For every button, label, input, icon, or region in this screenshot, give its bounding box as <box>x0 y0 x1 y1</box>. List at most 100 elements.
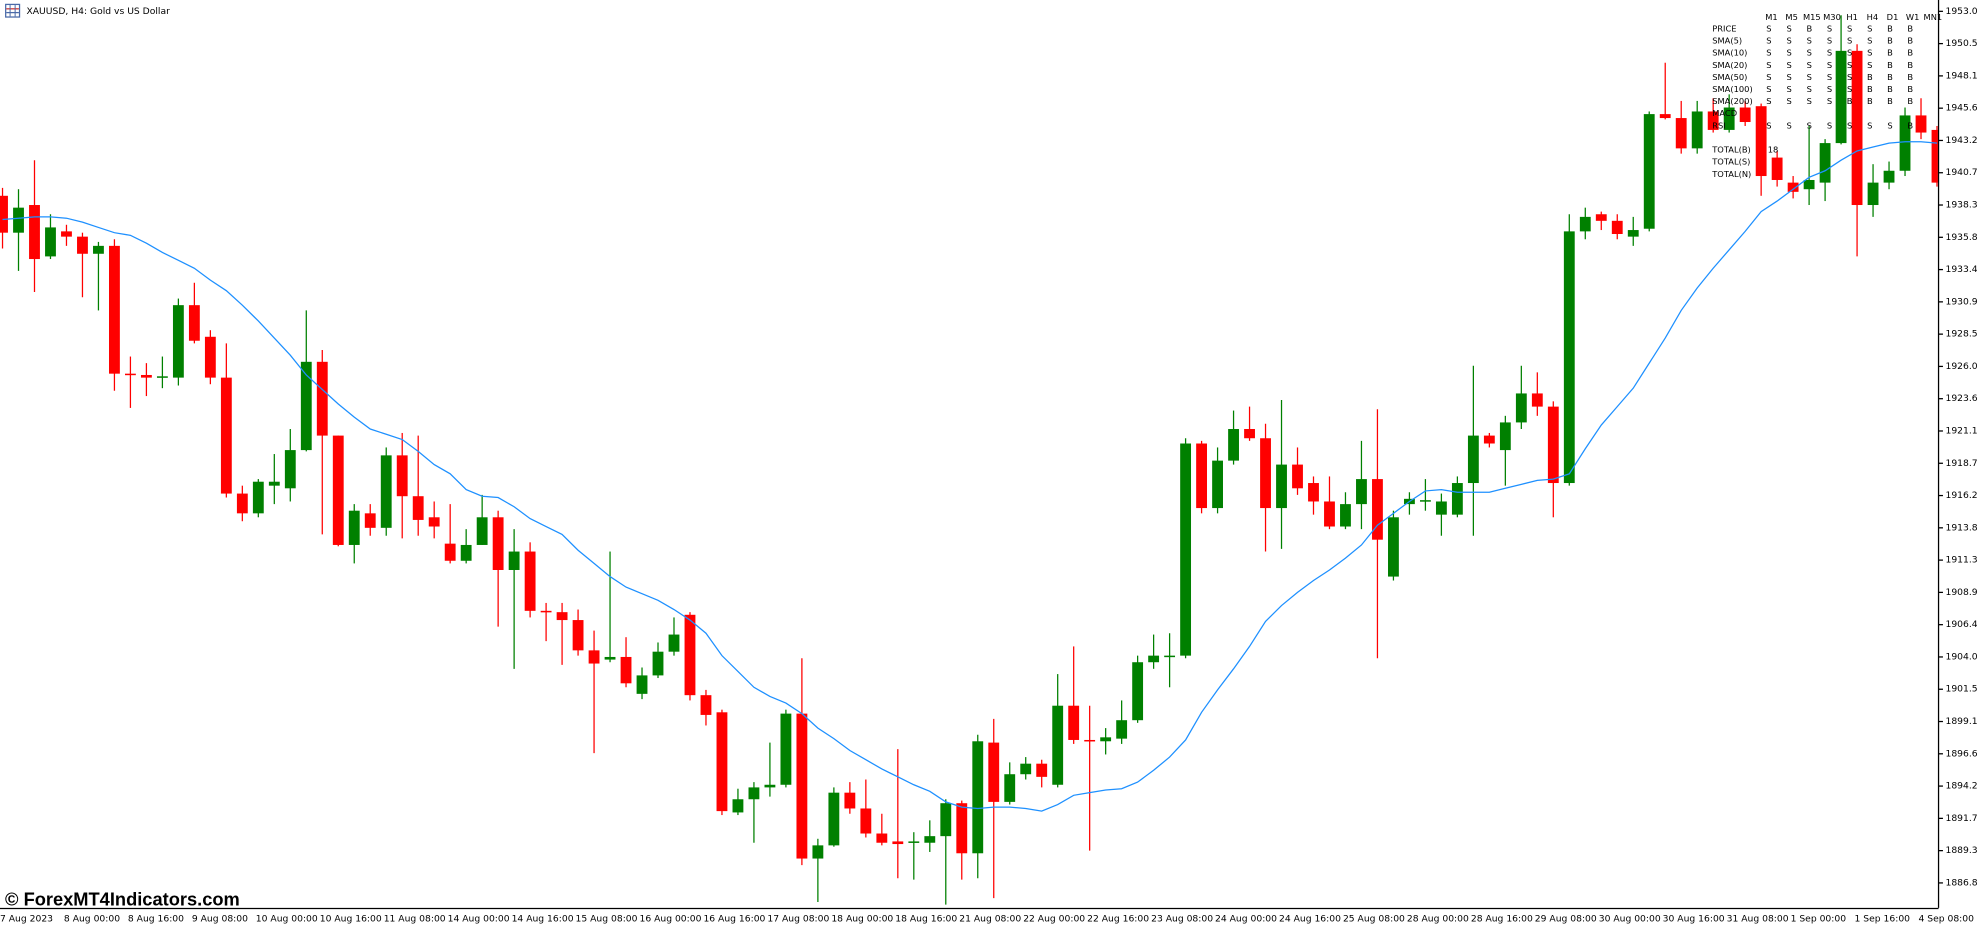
table-cell: B <box>1887 60 1893 70</box>
table-cell: S <box>1766 120 1771 130</box>
table-cell: S <box>1827 72 1832 82</box>
table-cell: B <box>1887 36 1893 46</box>
candle-body <box>1627 230 1639 237</box>
candle-body <box>1451 483 1463 515</box>
candle-body <box>444 543 456 561</box>
candle-body <box>1020 763 1032 775</box>
candle-body <box>156 376 168 378</box>
table-cell: S <box>1827 60 1832 70</box>
x-tick-label: 1 Sep 00:00 <box>1791 914 1847 925</box>
candle-body <box>588 650 600 664</box>
table-cell: B <box>1907 36 1913 46</box>
candle-body <box>1611 220 1623 235</box>
table-cell: B <box>1847 96 1853 106</box>
candle-body <box>412 496 424 520</box>
candle-body <box>1771 157 1783 180</box>
x-tick-label: 18 Aug 00:00 <box>831 914 893 925</box>
candle-body <box>1707 111 1719 130</box>
candle-body <box>1340 504 1351 527</box>
table-row-label: SMA(200) <box>1712 96 1752 106</box>
candle-body <box>940 803 952 837</box>
table-cell: S <box>1847 84 1852 94</box>
table-cell: S <box>1827 120 1832 130</box>
x-tick-label: 23 Aug 08:00 <box>1151 914 1213 925</box>
candle-body <box>492 517 504 570</box>
x-tick-label: 17 Aug 08:00 <box>767 914 829 925</box>
y-tick-label: 1918.70 <box>1945 458 1977 469</box>
table-cell: B <box>1907 23 1913 33</box>
y-tick-label: 1901.55 <box>1945 684 1977 695</box>
candle-body <box>508 551 520 570</box>
table-cell: S <box>1786 60 1791 70</box>
table-cell: S <box>1847 72 1852 82</box>
table-row-label: SMA(5) <box>1712 36 1742 46</box>
table-cell: B <box>1907 72 1913 82</box>
y-tick-label: 1940.75 <box>1945 167 1977 178</box>
x-tick-label: 14 Aug 16:00 <box>512 914 574 925</box>
y-tick-label: 1953.00 <box>1945 6 1977 17</box>
x-tick-label: 24 Aug 00:00 <box>1215 914 1277 925</box>
candle-body <box>1787 182 1799 192</box>
candle-body <box>1499 422 1511 451</box>
candle-body <box>764 784 776 788</box>
candle-body <box>1180 443 1192 656</box>
y-tick-label: 1950.55 <box>1945 38 1977 49</box>
candle-body <box>77 236 88 254</box>
table-total-label: TOTAL(B) <box>1711 145 1751 155</box>
candle-body <box>1515 393 1527 423</box>
x-tick-label: 28 Aug 16:00 <box>1471 914 1533 925</box>
candle-body <box>364 513 376 528</box>
candle-body <box>604 656 616 660</box>
candle-body <box>796 713 808 859</box>
table-cell: S <box>1827 23 1832 33</box>
table-cell: B <box>1907 60 1913 70</box>
candle-body <box>1260 438 1271 509</box>
y-tick-label: 1911.35 <box>1945 555 1977 566</box>
x-tick-label: 16 Aug 00:00 <box>639 914 701 925</box>
candle-body <box>348 510 360 545</box>
table-cell: S <box>1847 60 1852 70</box>
candle-body <box>124 373 136 376</box>
x-tick-label: 22 Aug 16:00 <box>1087 914 1149 925</box>
candle-body <box>652 651 664 676</box>
candle-body <box>732 799 744 813</box>
candle-body <box>1467 435 1479 484</box>
table-cell: S <box>1827 96 1832 106</box>
candle-body <box>1068 705 1080 740</box>
table-cell: S <box>1786 36 1791 46</box>
table-total-label: TOTAL(N) <box>1711 169 1751 179</box>
candle-body <box>1723 107 1735 130</box>
x-tick-label: 16 Aug 16:00 <box>703 914 765 925</box>
candle-body <box>684 614 696 696</box>
table-cell: S <box>1786 96 1791 106</box>
candle-body <box>1851 50 1863 206</box>
candle-body <box>1659 114 1671 119</box>
candle-body <box>1212 460 1223 509</box>
candle-body <box>428 517 440 527</box>
table-header: MN1 <box>1924 12 1943 22</box>
candle-body <box>844 792 856 809</box>
y-tick-label: 1921.15 <box>1945 425 1977 436</box>
y-tick-label: 1916.25 <box>1945 490 1977 501</box>
table-header: H4 <box>1867 12 1879 22</box>
candle-body <box>1372 479 1383 540</box>
candle-body <box>45 227 56 257</box>
candle-body <box>236 493 248 514</box>
table-cell: B <box>1907 48 1913 58</box>
candle-body <box>1244 429 1255 439</box>
x-tick-label: 4 Sep 08:00 <box>1918 914 1974 925</box>
table-cell: S <box>1807 72 1812 82</box>
candle-body <box>188 305 200 341</box>
table-cell: S <box>1867 120 1872 130</box>
x-tick-label: 21 Aug 08:00 <box>959 914 1021 925</box>
candle-body <box>252 481 264 514</box>
candle-body <box>1595 214 1607 221</box>
table-cell: S <box>1766 84 1771 94</box>
candle-body <box>1643 114 1655 229</box>
candle-body <box>860 808 872 834</box>
candle-body <box>109 245 120 374</box>
candle-body <box>380 455 392 528</box>
table-cell: S <box>1827 36 1832 46</box>
candle-body <box>1899 115 1911 171</box>
y-tick-label: 1889.30 <box>1945 845 1977 856</box>
